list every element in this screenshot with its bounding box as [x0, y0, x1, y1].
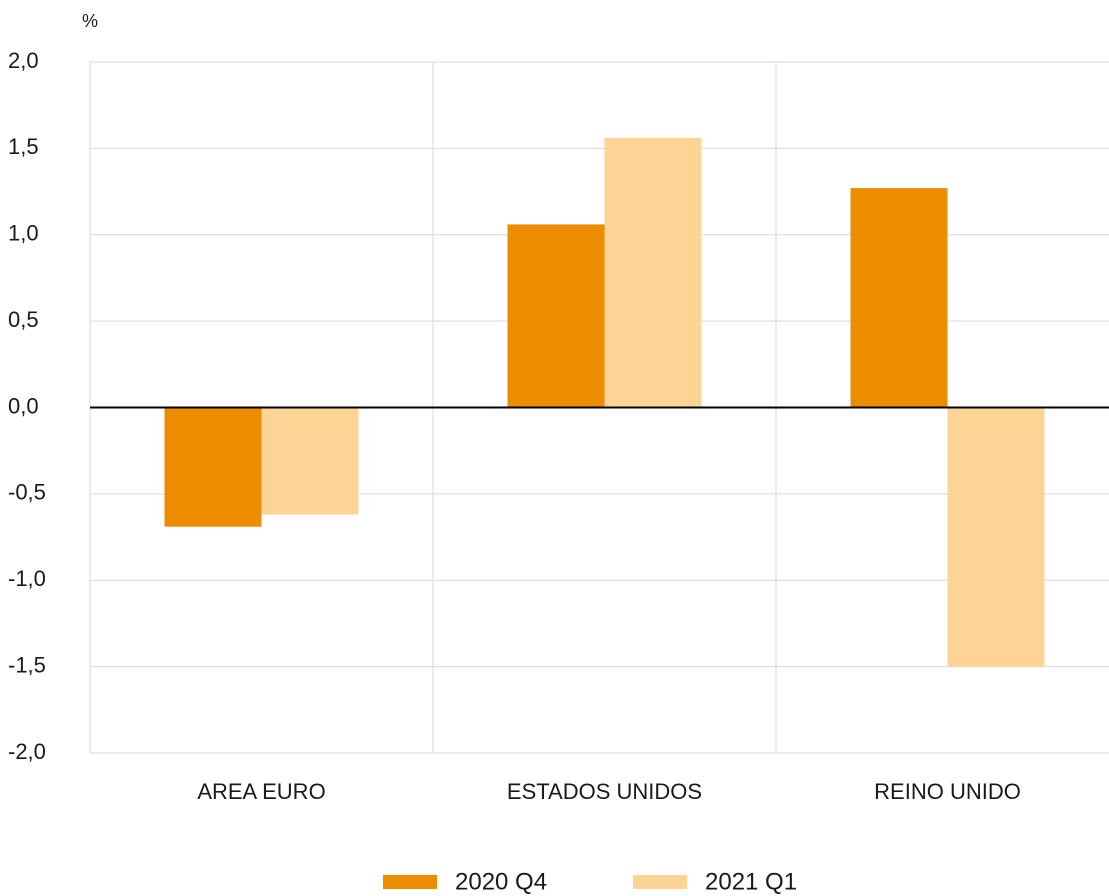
x-tick-label: ESTADOS UNIDOS: [507, 779, 702, 804]
bar: [507, 224, 605, 408]
y-tick-label: -1,5: [8, 652, 46, 677]
y-tick-label: 1,0: [8, 221, 39, 246]
legend-label: 2021 Q1: [705, 868, 797, 895]
y-tick-label: 0,5: [8, 307, 39, 332]
y-tick-label: 1,5: [8, 134, 39, 159]
bar: [164, 407, 262, 527]
x-tick-label: AREA EURO: [197, 779, 325, 804]
y-tick-label: 2,0: [8, 48, 39, 73]
bar: [947, 407, 1045, 667]
bar: [850, 188, 948, 408]
y-unit: %: [82, 11, 98, 31]
bar: [604, 138, 702, 408]
legend-swatch: [383, 875, 437, 889]
legend-label: 2020 Q4: [455, 868, 547, 895]
y-tick-label: 0,0: [8, 393, 39, 418]
y-tick-label: -0,5: [8, 480, 46, 505]
y-tick-label: -1,0: [8, 566, 46, 591]
legend-swatch: [633, 875, 687, 889]
bar: [261, 407, 359, 515]
y-tick-label: -2,0: [8, 739, 46, 764]
x-tick-label: REINO UNIDO: [874, 779, 1021, 804]
